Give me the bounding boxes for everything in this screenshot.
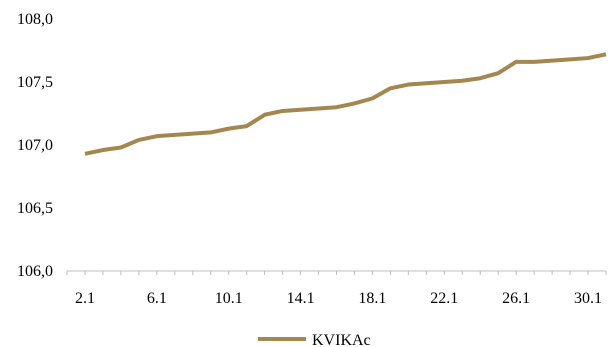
y-tick-label: 106,0 xyxy=(17,263,53,280)
x-tick-label: 2.1 xyxy=(75,290,95,307)
y-tick-label: 107,5 xyxy=(17,74,53,91)
y-tick-label: 107,0 xyxy=(17,137,53,154)
legend: KVIKAc xyxy=(258,332,371,347)
x-axis: 2.1 6.1 10.1 14.1 18.1 22.1 26.1 30.1 xyxy=(66,270,607,307)
series-layer xyxy=(84,52,607,156)
legend-label: KVIKAc xyxy=(312,332,371,347)
x-tick-label: 26.1 xyxy=(502,290,530,307)
y-tick-label: 106,5 xyxy=(17,200,53,217)
x-tick-label: 18.1 xyxy=(358,290,386,307)
y-axis: 106,0 106,5 107,0 107,5 108,0 xyxy=(17,11,53,280)
x-tick-label: 22.1 xyxy=(430,290,458,307)
x-tick-label: 6.1 xyxy=(147,290,167,307)
x-tick-label: 10.1 xyxy=(215,290,243,307)
x-tick-label: 30.1 xyxy=(574,290,602,307)
y-tick-label: 108,0 xyxy=(17,11,53,28)
series-line-kvikac xyxy=(84,52,607,156)
x-tick-label: 14.1 xyxy=(287,290,315,307)
